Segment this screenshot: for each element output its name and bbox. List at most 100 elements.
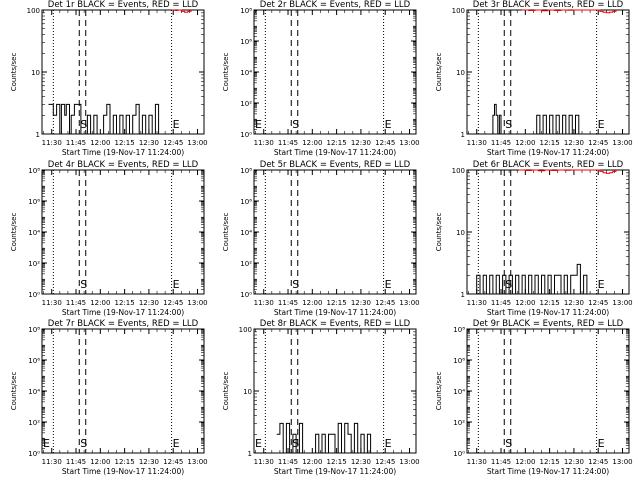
chart-panel-5: Det 5r BLACK = Events, RED = LLD 10⁰ 10² 10… bbox=[222, 160, 420, 317]
chart-title: Det 4r BLACK = Events, RED = LLD bbox=[48, 160, 199, 170]
y-axis-label: Counts/sec bbox=[222, 53, 230, 92]
marker-label-e: E bbox=[173, 278, 180, 291]
chart-panel-7: Det 7r BLACK = Events, RED = LLD 10⁰ 10² 10… bbox=[10, 319, 208, 476]
x-axis-label: Start Time (19-Nov-17 11:24:00) bbox=[487, 467, 609, 476]
y-tick-label: 1 bbox=[461, 131, 465, 139]
x-tick-label: 12:00 bbox=[515, 458, 535, 466]
x-tick-label: 12:15 bbox=[540, 139, 560, 147]
y-axis-label: Counts/sec bbox=[435, 213, 443, 252]
marker-label-e: E bbox=[385, 278, 392, 291]
x-tick-label: 12:45 bbox=[588, 458, 608, 466]
y-tick-label: 10² bbox=[453, 419, 465, 427]
x-tick-label: 13:00 bbox=[612, 299, 632, 307]
x-tick-label: 12:45 bbox=[163, 299, 183, 307]
y-tick-label: 10⁴ bbox=[240, 229, 252, 237]
chart-panel-3: Det 3r BLACK = Events, RED = LLD 1 10 100 11… bbox=[435, 0, 633, 157]
x-tick-label: 11:30 bbox=[467, 458, 487, 466]
series-line-lld bbox=[518, 169, 617, 174]
x-tick-label: 12:30 bbox=[564, 299, 584, 307]
y-axis-label: Counts/sec bbox=[222, 372, 230, 411]
plot-frame bbox=[41, 328, 205, 454]
y-tick-label: 10² bbox=[240, 100, 252, 108]
marker-label-s: S bbox=[80, 437, 87, 450]
plot-frame bbox=[253, 9, 417, 135]
plot-frame bbox=[253, 169, 417, 295]
marker-label-e: E bbox=[173, 437, 180, 450]
y-tick-label: 10 bbox=[456, 69, 465, 77]
x-axis-label: Start Time (19-Nov-17 11:24:00) bbox=[274, 308, 396, 317]
x-tick-label: 13:00 bbox=[187, 299, 207, 307]
marker-label-e: E bbox=[255, 118, 262, 131]
series-line-lld bbox=[171, 9, 192, 13]
x-axis-label: Start Time (19-Nov-17 11:24:00) bbox=[62, 308, 184, 317]
marker-label-s: S bbox=[80, 278, 87, 291]
marker-label-e: E bbox=[598, 118, 605, 131]
x-tick-label: 11:45 bbox=[491, 139, 511, 147]
x-tick-label: 12:30 bbox=[564, 139, 584, 147]
y-tick-label: 10⁶ bbox=[240, 198, 252, 206]
chart-panel-9: Det 9r BLACK = Events, RED = LLD 10⁰ 10² 10… bbox=[435, 319, 633, 476]
y-tick-label: 10⁰ bbox=[28, 450, 40, 458]
chart-title: Det 7r BLACK = Events, RED = LLD bbox=[48, 319, 199, 329]
y-tick-label: 10² bbox=[240, 260, 252, 268]
x-tick-label: 12:15 bbox=[327, 139, 347, 147]
chart-panel-6: Det 6r BLACK = Events, RED = LLD 1 10 100 11… bbox=[435, 160, 633, 317]
x-tick-label: 12:45 bbox=[375, 299, 395, 307]
x-tick-label: 12:00 bbox=[90, 139, 110, 147]
marker-label-e: E bbox=[43, 437, 50, 450]
y-tick-label: 10⁶ bbox=[240, 38, 252, 46]
chart-panel-4: Det 4r BLACK = Events, RED = LLD 10⁰ 10² 10… bbox=[10, 160, 208, 317]
x-tick-label: 12:30 bbox=[139, 139, 159, 147]
y-tick-label: 10⁸ bbox=[28, 167, 40, 175]
x-tick-label: 11:45 bbox=[491, 458, 511, 466]
x-tick-label: 12:15 bbox=[115, 458, 135, 466]
x-tick-label: 12:45 bbox=[163, 139, 183, 147]
chart-title: Det 2r BLACK = Events, RED = LLD bbox=[260, 0, 411, 10]
x-tick-label: 12:45 bbox=[375, 139, 395, 147]
chart-panel-1: Det 1r BLACK = Events, RED = LLD 1 10 100 11… bbox=[10, 0, 208, 157]
x-tick-label: 12:30 bbox=[351, 139, 371, 147]
x-tick-label: 12:30 bbox=[564, 458, 584, 466]
y-tick-label: 10⁴ bbox=[28, 229, 40, 237]
marker-label-e: E bbox=[385, 437, 392, 450]
x-tick-label: 12:15 bbox=[540, 299, 560, 307]
chart-panel-2: Det 2r BLACK = Events, RED = LLD 10⁰ 10² 10… bbox=[222, 0, 420, 157]
marker-label-s: S bbox=[505, 278, 512, 291]
x-tick-label: 13:00 bbox=[187, 139, 207, 147]
y-tick-label: 10⁶ bbox=[28, 357, 40, 365]
x-tick-label: 12:15 bbox=[540, 458, 560, 466]
x-axis-label: Start Time (19-Nov-17 11:24:00) bbox=[62, 467, 184, 476]
marker-label-s: S bbox=[292, 278, 299, 291]
chart-title: Det 8r BLACK = Events, RED = LLD bbox=[260, 319, 411, 329]
marker-label-s: S bbox=[505, 437, 512, 450]
marker-label-s: S bbox=[505, 118, 512, 131]
y-tick-label: 100 bbox=[452, 7, 465, 15]
plot-frame bbox=[466, 9, 630, 135]
x-tick-label: 12:15 bbox=[115, 139, 135, 147]
x-tick-label: 13:00 bbox=[612, 139, 632, 147]
y-tick-label: 10⁶ bbox=[28, 198, 40, 206]
x-tick-label: 11:30 bbox=[467, 299, 487, 307]
y-tick-label: 10 bbox=[243, 388, 252, 396]
y-axis-label: Counts/sec bbox=[10, 372, 18, 411]
x-tick-label: 12:00 bbox=[302, 139, 322, 147]
x-tick-label: 12:45 bbox=[588, 299, 608, 307]
y-tick-label: 10 bbox=[456, 229, 465, 237]
chart-title: Det 5r BLACK = Events, RED = LLD bbox=[260, 160, 411, 170]
x-tick-label: 11:45 bbox=[491, 299, 511, 307]
x-tick-label: 12:00 bbox=[515, 139, 535, 147]
marker-label-s: S bbox=[80, 118, 87, 131]
y-tick-label: 10⁰ bbox=[240, 291, 252, 299]
x-tick-label: 12:15 bbox=[327, 458, 347, 466]
x-tick-label: 11:45 bbox=[66, 458, 86, 466]
x-tick-label: 12:15 bbox=[327, 299, 347, 307]
plot-frame bbox=[41, 169, 205, 295]
x-tick-label: 13:00 bbox=[399, 458, 419, 466]
marker-label-e: E bbox=[598, 278, 605, 291]
x-tick-label: 12:00 bbox=[515, 299, 535, 307]
x-axis-label: Start Time (19-Nov-17 11:24:00) bbox=[62, 148, 184, 157]
x-tick-label: 13:00 bbox=[399, 139, 419, 147]
series-line-events bbox=[473, 263, 588, 295]
x-tick-label: 12:30 bbox=[351, 299, 371, 307]
y-tick-label: 1 bbox=[36, 131, 40, 139]
